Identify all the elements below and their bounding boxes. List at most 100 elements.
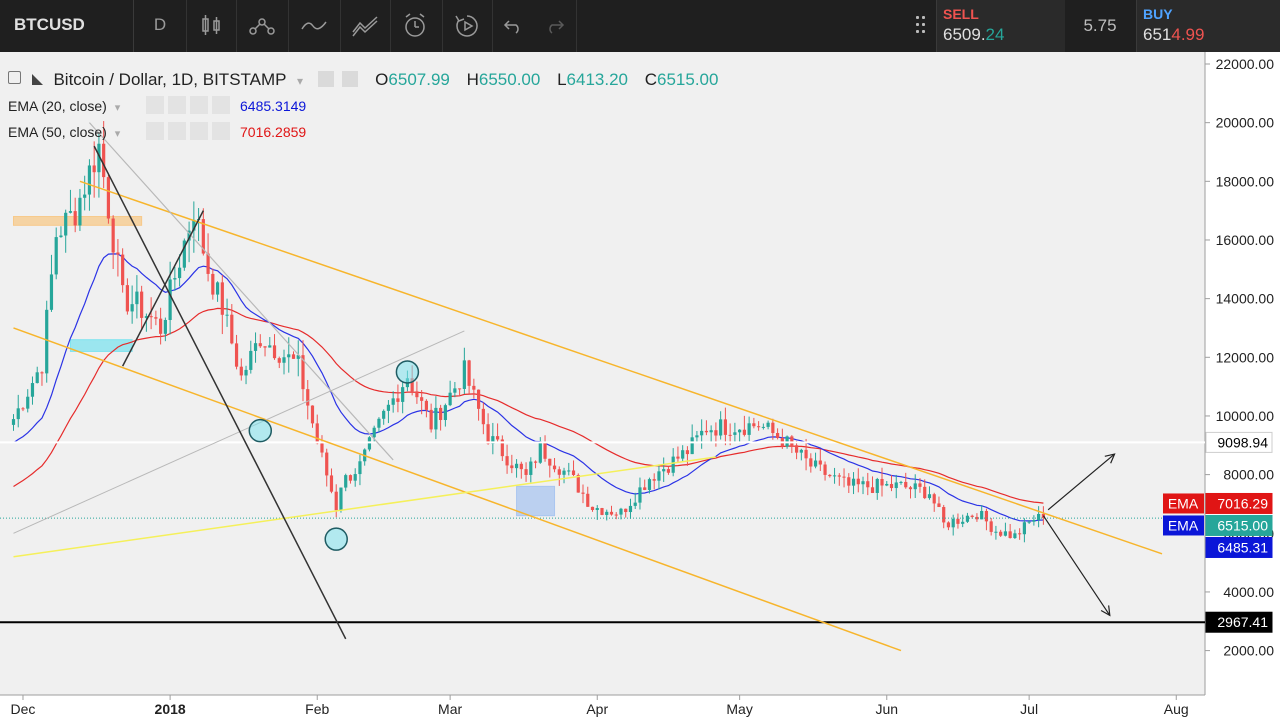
ema20-settings-icon[interactable] (168, 96, 186, 115)
candle-body (775, 433, 780, 438)
price-axis[interactable] (1205, 52, 1280, 719)
alert-button[interactable] (390, 0, 443, 52)
drag-handle-icon[interactable] (914, 14, 928, 38)
candle-body (434, 407, 438, 430)
projection-down-arrow[interactable] (1042, 515, 1111, 616)
plot-background (0, 52, 1205, 695)
price-tag-text: EMA (1168, 495, 1199, 511)
candle-body (975, 516, 979, 520)
candle-body (980, 510, 984, 520)
steep-downtrend-line[interactable] (93, 145, 347, 640)
candle-body (832, 475, 837, 477)
candle-body (168, 279, 172, 320)
y-tick-label: 16000.00 (1216, 232, 1275, 248)
ema50-menu-icon[interactable]: ▾ (114, 128, 121, 140)
x-tick-label: Apr (586, 701, 608, 717)
upper-channel-line[interactable] (79, 180, 1163, 555)
ema50-legend[interactable]: EMA (50, close) ▾ 7016.2859 (8, 122, 306, 141)
ohlc-high-label: H (466, 70, 479, 89)
ema50-add-icon[interactable] (190, 122, 208, 141)
candle-body (220, 282, 224, 315)
candle-body (837, 475, 841, 477)
candle-body (83, 194, 87, 198)
marker-circle[interactable] (248, 418, 273, 443)
candle-body (121, 254, 125, 286)
lower-channel-line[interactable] (13, 327, 902, 652)
support-trend-line[interactable] (13, 456, 717, 558)
y-tick-label: 20000.00 (1216, 115, 1275, 131)
undo-button[interactable] (492, 0, 534, 52)
buy-button[interactable]: BUY 6514.99 (1136, 0, 1280, 52)
chart-pane[interactable]: 2000.004000.006000.008000.0010000.001200… (0, 52, 1280, 719)
highlight-zone[interactable] (12, 216, 143, 226)
highlight-zone[interactable] (516, 485, 556, 517)
candle-body (320, 443, 324, 453)
ema50-eye-icon[interactable] (146, 122, 164, 141)
compare-button[interactable] (236, 0, 289, 52)
candle-body (458, 388, 462, 390)
chart-legend: Bitcoin / Dollar, 1D, BITSTAMP ▾ O6507.9… (8, 70, 718, 90)
interval-button[interactable]: D (134, 0, 187, 52)
indicators-button[interactable] (288, 0, 341, 52)
candle-body (571, 470, 576, 475)
candle-body (1022, 522, 1026, 535)
candle-body (923, 486, 927, 499)
gray-fan-line[interactable] (88, 122, 394, 461)
candle-body (695, 435, 699, 438)
candle-body (1003, 531, 1008, 536)
ema20-menu-icon[interactable]: ▾ (114, 102, 121, 114)
ema50-value: 7016.2859 (240, 124, 307, 140)
ema20-close-icon[interactable] (212, 96, 230, 115)
marker-circle[interactable] (324, 527, 348, 551)
marker-circle[interactable] (395, 360, 420, 384)
candle-body (590, 506, 595, 511)
candle-body (742, 429, 746, 435)
ema50-settings-icon[interactable] (168, 122, 186, 141)
candle-body (244, 369, 248, 376)
legend-collapse-icon[interactable] (8, 71, 21, 84)
templates-button[interactable] (340, 0, 391, 52)
steep-uptrend-line[interactable] (121, 210, 204, 367)
candle-body (595, 508, 599, 511)
legend-settings-icon[interactable] (342, 71, 359, 87)
redo-button[interactable] (534, 0, 577, 52)
candle-body (567, 470, 571, 472)
time-axis[interactable] (0, 695, 1205, 719)
ema20-add-icon[interactable] (190, 96, 208, 115)
candle-body (704, 430, 709, 433)
legend-title: Bitcoin / Dollar, 1D, BITSTAMP (53, 70, 287, 89)
candle-body (130, 304, 134, 312)
ema20-legend[interactable]: EMA (20, close) ▾ 6485.3149 (8, 96, 306, 115)
ema20-eye-icon[interactable] (146, 96, 164, 115)
candle-body (73, 211, 77, 226)
bar-style-button[interactable] (186, 0, 237, 52)
candle-body (258, 343, 262, 347)
candle-body (59, 235, 63, 238)
y-tick-label: 14000.00 (1216, 291, 1275, 307)
candle-body (287, 354, 291, 358)
replay-button[interactable] (442, 0, 493, 52)
price-label-box (1205, 611, 1273, 633)
candle-body (861, 481, 865, 485)
candle-body (125, 285, 129, 312)
candle-body (211, 273, 215, 295)
candle-body (486, 424, 490, 444)
candle-body (700, 430, 704, 436)
candle-body (154, 317, 158, 319)
ema50-close-icon[interactable] (212, 122, 230, 141)
thin-diagonal-line[interactable] (13, 330, 465, 534)
projection-up-arrow[interactable] (1047, 453, 1115, 511)
price-label-box (1205, 492, 1273, 514)
candle-body (54, 237, 58, 275)
symbol-search-button[interactable]: BTCUSD (0, 0, 134, 52)
price-chart[interactable]: 2000.004000.006000.008000.0010000.001200… (0, 52, 1280, 719)
legend-eye-icon[interactable] (317, 71, 334, 87)
spread-value: 5.75 (1083, 16, 1117, 35)
sell-button[interactable]: SELL 6509.24 (936, 0, 1065, 52)
candle-body (443, 405, 447, 421)
alarm-clock-icon (405, 13, 425, 37)
highlight-zone[interactable] (69, 339, 133, 352)
candle-body (818, 460, 822, 465)
candle-body (201, 219, 205, 254)
legend-menu-icon[interactable]: ▾ (296, 74, 303, 88)
